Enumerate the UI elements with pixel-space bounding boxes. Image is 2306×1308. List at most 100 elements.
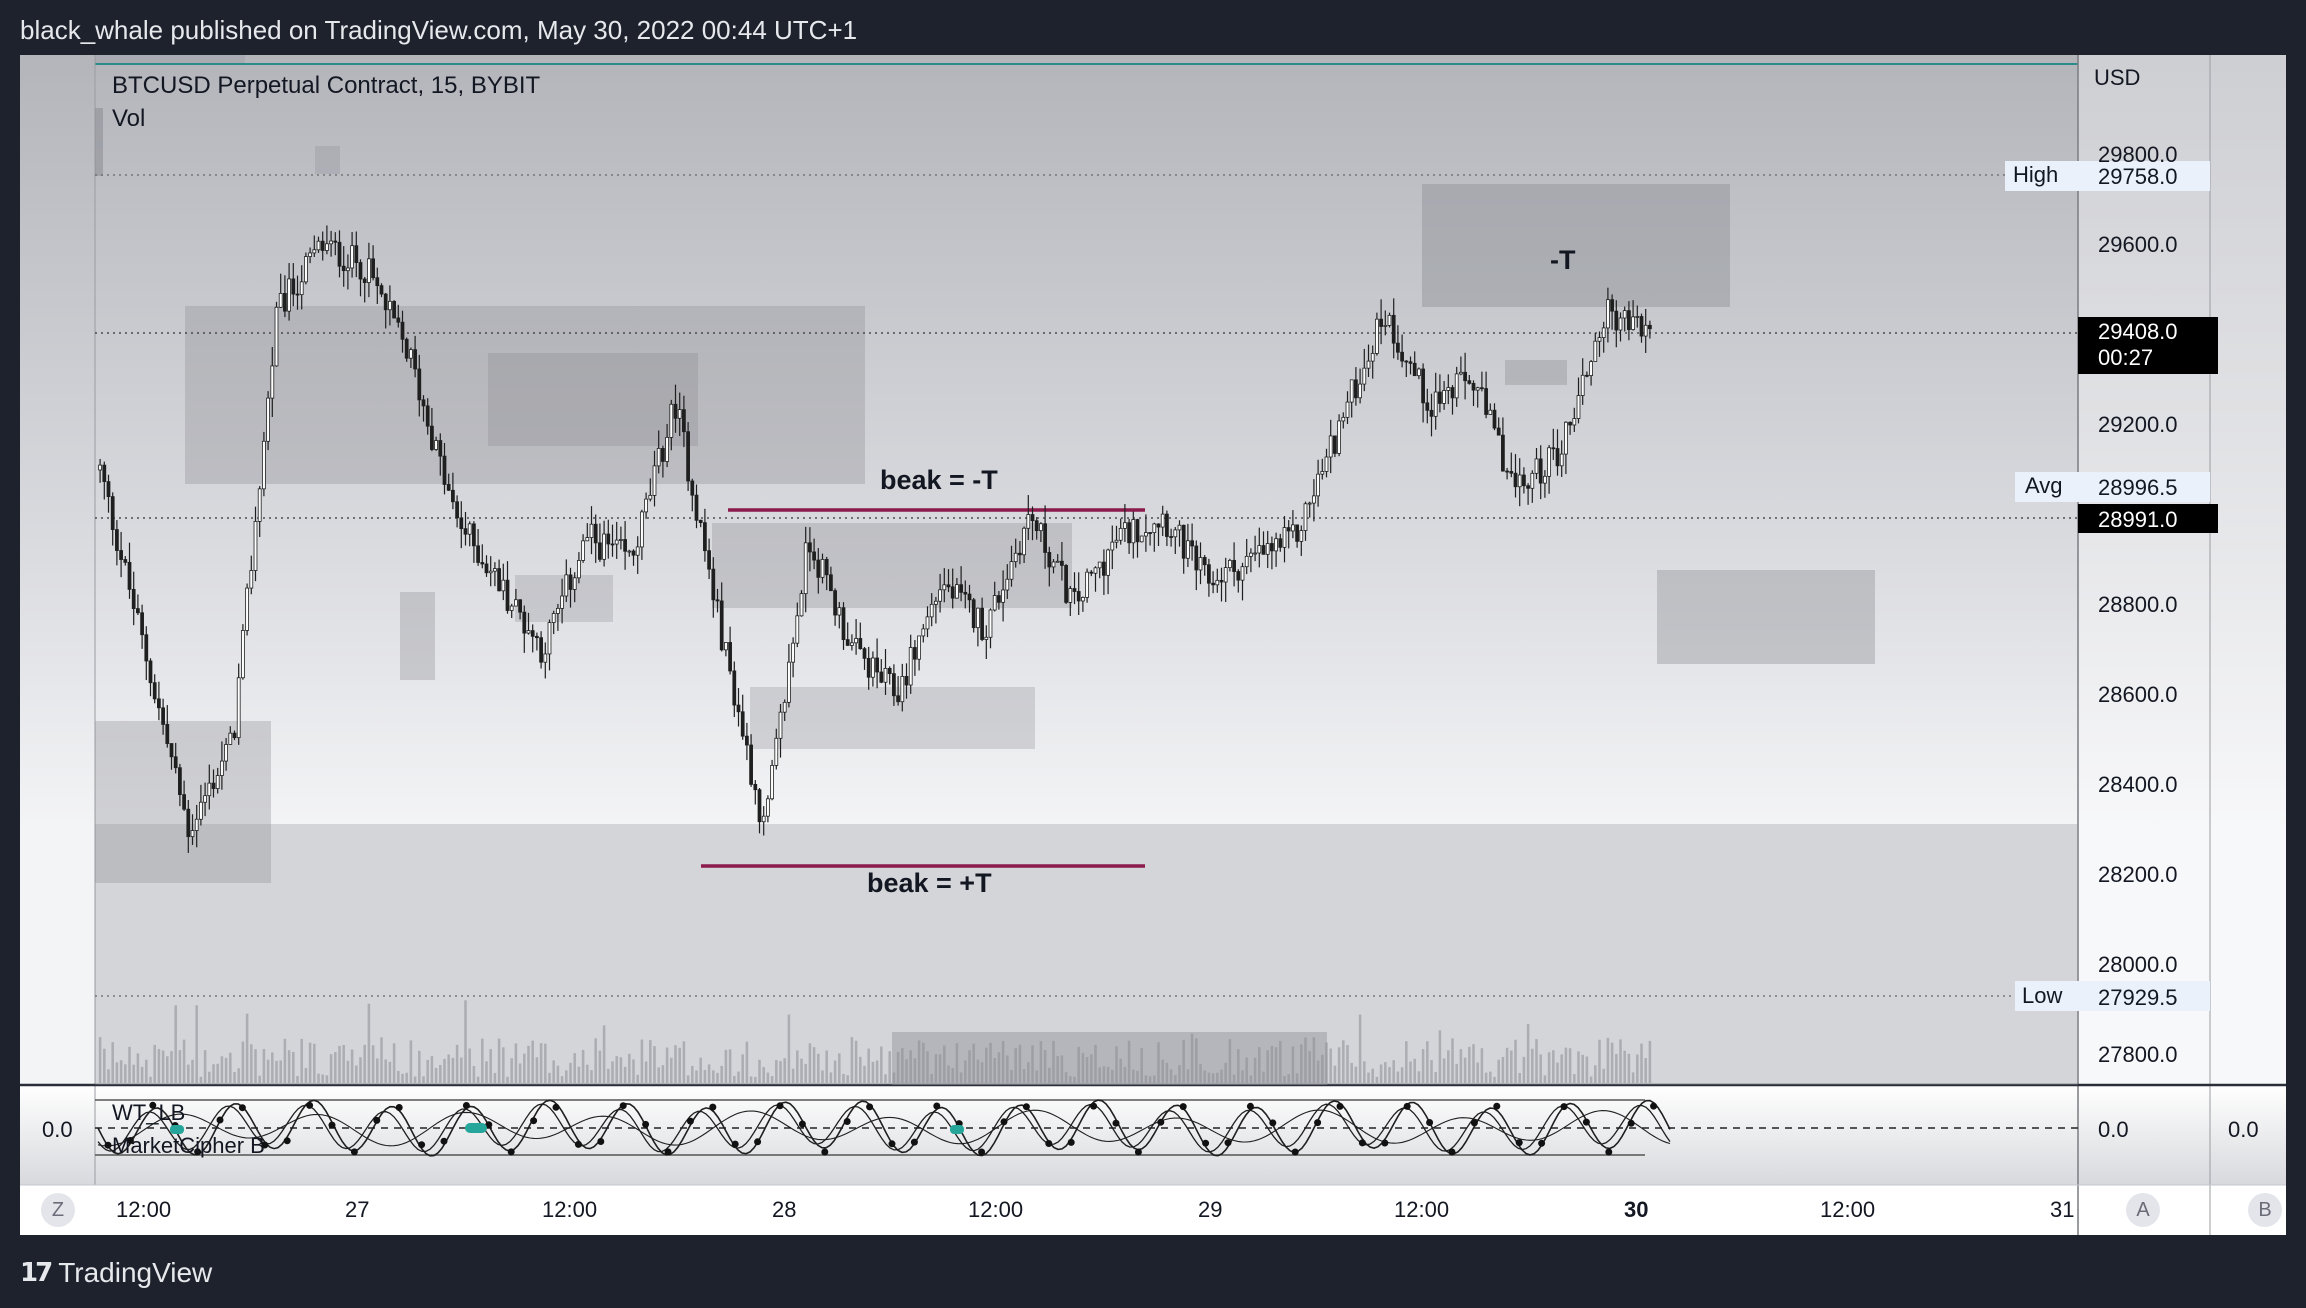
chart-frame[interactable]: BTCUSD Perpetual Contract, 15, BYBIT Vol… [20, 55, 2286, 1235]
last-price-bg [2078, 317, 2218, 374]
volume-bar [317, 1073, 320, 1083]
candle-body [119, 550, 123, 560]
indicator-dot [978, 1148, 986, 1156]
indicator-dot [216, 1116, 224, 1124]
volume-bar [607, 1068, 610, 1083]
volume-bar [825, 1050, 828, 1083]
candle-body [413, 349, 417, 370]
volume-bar [1106, 1066, 1110, 1083]
candle-body [1223, 567, 1228, 583]
indicator-dot [530, 1117, 538, 1125]
candle-body [896, 695, 900, 703]
candle-body [1341, 416, 1346, 422]
volume-bar [1245, 1057, 1248, 1083]
candle-body [152, 682, 157, 700]
candle-body [446, 484, 451, 491]
volume-bar [1337, 1047, 1341, 1083]
candle-body [278, 293, 283, 308]
b-scale-button[interactable]: B [2248, 1193, 2282, 1227]
volume-bar [968, 1050, 971, 1083]
volume-bar [1102, 1066, 1106, 1083]
volume-bar [707, 1064, 711, 1083]
indicator-dot [686, 1117, 694, 1125]
candle-body [131, 588, 136, 610]
volume-bar [1308, 1051, 1311, 1083]
candle-body [984, 636, 989, 640]
volume-bar [859, 1056, 862, 1083]
candle-body [1362, 367, 1367, 385]
volume-bar [846, 1075, 849, 1083]
candle-body [333, 240, 338, 243]
volume-bar [569, 1062, 572, 1083]
candle-body [698, 519, 703, 524]
candle-body [1270, 543, 1274, 552]
zone-rect [95, 108, 103, 176]
tradingview-brand[interactable]: 17 TradingView [20, 1257, 212, 1289]
auto-scale-button[interactable]: A [2126, 1193, 2160, 1227]
zone-rect [750, 687, 1035, 749]
volume-bar [943, 1045, 946, 1083]
indicator-dot [1314, 1119, 1322, 1127]
candle-body [652, 465, 657, 496]
indicator-teal-dot [170, 1125, 184, 1134]
candle-body [1089, 571, 1094, 574]
candle-body [375, 277, 380, 287]
current-line-bg [2078, 504, 2218, 533]
candle-body [635, 546, 640, 556]
candle-body [1366, 360, 1371, 369]
volume-bar [649, 1040, 652, 1083]
volume-bar [821, 1070, 824, 1083]
candle-body [341, 265, 346, 272]
volume-bar [1115, 1046, 1118, 1083]
candle-body [110, 496, 115, 531]
volume-bar [1216, 1072, 1219, 1083]
indicator-dot [1470, 1119, 1478, 1127]
volume-bar [1640, 1043, 1643, 1083]
indicator-dot [485, 1121, 493, 1129]
candle-body [871, 657, 875, 678]
candle-body [593, 523, 598, 544]
candle-body [1026, 514, 1031, 529]
volume-bar [1501, 1056, 1505, 1083]
candle-body [1039, 523, 1043, 532]
volume-bar [632, 1059, 635, 1083]
volume-bar [405, 1072, 408, 1083]
candle-body [778, 711, 783, 739]
indicator-teal-dot [950, 1125, 964, 1134]
volume-bar [1111, 1069, 1114, 1083]
volume-bar [1182, 1039, 1185, 1083]
candle-body [467, 523, 472, 535]
volume-bar [1430, 1060, 1433, 1083]
volume-bar [1510, 1050, 1513, 1083]
candle-body [959, 584, 963, 593]
candle-body [442, 455, 447, 485]
candle-body [1198, 557, 1203, 571]
volume-bar [1518, 1072, 1521, 1083]
candle-body [493, 568, 497, 572]
candle-body [220, 760, 224, 776]
candle-body [1160, 513, 1165, 528]
volume-bar [514, 1043, 518, 1083]
zoom-reset-button[interactable]: Z [41, 1193, 75, 1227]
candle-body [207, 782, 212, 797]
candle-body [1085, 571, 1089, 598]
candle-body [400, 321, 405, 340]
volume-bar [308, 1042, 312, 1083]
volume-bar [611, 1061, 614, 1083]
volume-bar [1463, 1057, 1467, 1083]
candle-body [1438, 391, 1442, 404]
indicator-dot [1000, 1118, 1008, 1126]
volume-bar [350, 1049, 354, 1083]
volume-bar [1022, 1069, 1026, 1083]
volume-bar [1543, 1075, 1547, 1083]
volume-bar [1132, 1069, 1135, 1083]
volume-bar [1568, 1048, 1572, 1083]
volume-bar [1031, 1045, 1034, 1083]
volume-bar [392, 1043, 396, 1083]
candle-body [866, 657, 871, 678]
candle-body [757, 789, 762, 823]
candle-body [1547, 447, 1551, 477]
volume-bar [560, 1076, 564, 1083]
candle-body [115, 529, 119, 551]
chart-canvas[interactable] [20, 55, 2286, 1235]
